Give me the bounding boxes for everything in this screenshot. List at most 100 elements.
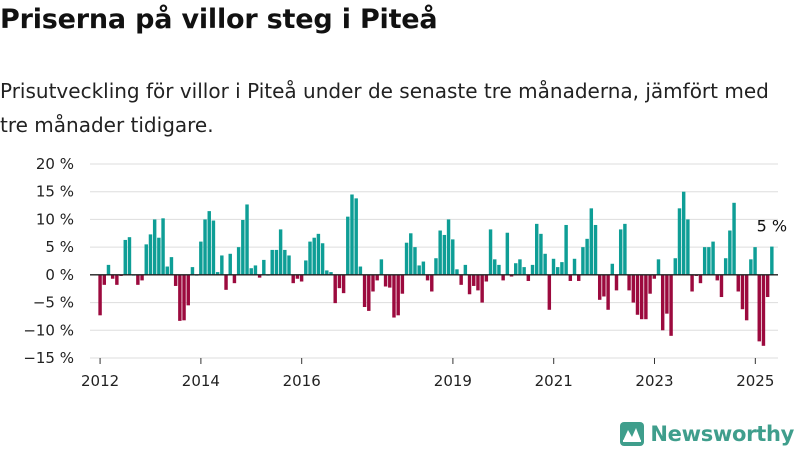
bar xyxy=(140,274,144,281)
bar xyxy=(299,274,304,282)
y-tick-label: 15 % xyxy=(36,183,74,201)
bar xyxy=(753,247,757,275)
bar xyxy=(627,274,631,291)
bar xyxy=(472,274,476,286)
bar-series xyxy=(98,191,774,346)
bar xyxy=(732,202,736,275)
bar xyxy=(337,274,342,289)
bar xyxy=(665,274,669,314)
bar xyxy=(476,274,480,291)
y-tick-label: 10 % xyxy=(36,210,74,228)
bar xyxy=(400,274,405,294)
bar xyxy=(278,229,283,275)
bar xyxy=(442,234,447,275)
bar xyxy=(669,274,673,336)
bar xyxy=(367,274,371,311)
bar xyxy=(270,249,274,275)
bar xyxy=(728,230,732,275)
bar xyxy=(501,274,505,281)
y-tick-label: −10 % xyxy=(23,321,74,339)
bar xyxy=(707,247,711,275)
x-tick-label: 2014 xyxy=(182,372,220,390)
newsworthy-logo: Newsworthy xyxy=(620,422,794,446)
bar xyxy=(245,204,249,275)
bar xyxy=(312,237,316,275)
bar xyxy=(530,264,535,275)
bar xyxy=(484,274,489,282)
bar xyxy=(232,274,237,284)
bar xyxy=(430,274,434,292)
bar xyxy=(614,274,619,291)
bar xyxy=(173,274,178,286)
bar xyxy=(535,223,539,275)
bar xyxy=(115,274,119,285)
bar xyxy=(656,259,661,275)
bar xyxy=(207,211,211,275)
bar xyxy=(375,274,379,281)
bar xyxy=(618,229,623,275)
bar xyxy=(715,274,719,281)
x-tick-label: 2012 xyxy=(81,372,119,390)
bar xyxy=(577,274,581,281)
bar xyxy=(581,247,585,275)
bar xyxy=(110,274,115,279)
bar xyxy=(211,220,216,275)
bar xyxy=(404,242,409,275)
bar xyxy=(190,267,195,275)
bar xyxy=(455,269,459,275)
bar xyxy=(182,274,186,321)
bar xyxy=(480,274,484,303)
bar xyxy=(497,264,501,275)
bar xyxy=(228,253,232,275)
bar xyxy=(236,247,241,275)
bar xyxy=(362,274,367,308)
y-tick-label: 20 % xyxy=(36,155,74,173)
bar xyxy=(383,274,388,287)
bar xyxy=(711,241,715,275)
bar xyxy=(409,233,413,275)
bar xyxy=(677,208,682,275)
bar xyxy=(215,272,220,275)
bar xyxy=(123,239,127,275)
chart-title: Priserna på villor steg i Piteå xyxy=(0,4,438,35)
x-tick-label: 2016 xyxy=(283,372,321,390)
bar xyxy=(505,232,510,275)
bar xyxy=(602,274,606,297)
bar xyxy=(152,219,157,275)
bar xyxy=(652,274,657,279)
bar xyxy=(241,219,245,275)
bar xyxy=(568,274,573,281)
y-tick-label: −15 % xyxy=(23,349,74,367)
bar xyxy=(262,259,266,275)
bar xyxy=(350,194,354,275)
bar xyxy=(274,249,279,275)
bar xyxy=(438,230,442,275)
bar xyxy=(249,268,253,275)
bar xyxy=(631,274,636,303)
y-axis: 20 % 15 % 10 % 5 % 0 % −5 % −10 % −15 % xyxy=(23,155,74,367)
bar xyxy=(354,198,358,275)
bar xyxy=(719,274,724,298)
y-tick-label: −5 % xyxy=(33,294,74,312)
y-tick-label: 0 % xyxy=(45,266,74,284)
bar xyxy=(333,274,337,304)
bar xyxy=(740,274,745,310)
bar xyxy=(165,266,169,275)
bar xyxy=(765,274,770,298)
bar xyxy=(451,239,455,275)
bar xyxy=(572,258,577,275)
bar xyxy=(757,274,761,342)
bar xyxy=(379,259,384,275)
bar xyxy=(98,274,102,316)
bar xyxy=(459,274,463,285)
bar xyxy=(161,218,165,275)
bar xyxy=(291,274,295,284)
bar xyxy=(421,261,426,275)
bar xyxy=(169,257,174,275)
bar xyxy=(518,259,522,275)
bar xyxy=(358,266,363,275)
bar xyxy=(681,191,686,275)
chart-subtitle: Prisutveckling för villor i Piteå under … xyxy=(0,79,769,137)
bar xyxy=(610,263,615,275)
